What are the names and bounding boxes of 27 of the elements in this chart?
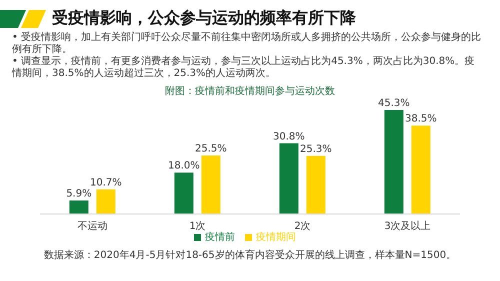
bar bbox=[306, 156, 326, 214]
chart-title: 受疫情影响，公众参与运动的频率有所下降 bbox=[52, 8, 356, 29]
x-tick-label: 3次及以上 bbox=[384, 220, 431, 232]
bar bbox=[96, 189, 116, 214]
source-note: 数据来源：2020年4月-5月针对18-65岁的体育内容受众开展的线上调查，样本量N=1500。 bbox=[42, 250, 458, 262]
text: • 调查显示，疫情前，有更多消费者参与运动，参与三次以上运动占比为45.3%，两次占比为30.8%。疫情期间，38.5%的人运动超过三次，25.3%的人运动两次。 bbox=[12, 56, 476, 80]
data-label: 10.7% bbox=[90, 177, 122, 188]
data-label: 38.5% bbox=[405, 114, 437, 125]
data-label: 30.8% bbox=[273, 131, 305, 142]
data-label: 18.0% bbox=[168, 160, 200, 172]
data-label: 25.5% bbox=[195, 143, 227, 154]
chart-subtitle: 附图：疫情前和疫情期间参与运动次数 bbox=[164, 84, 336, 98]
bar bbox=[384, 110, 404, 214]
bar bbox=[411, 126, 430, 214]
bar bbox=[174, 172, 194, 214]
bar bbox=[279, 143, 298, 214]
bar bbox=[69, 200, 88, 214]
bar bbox=[201, 155, 220, 214]
data-label: 25.3% bbox=[300, 144, 332, 155]
x-tick-label: 2次 bbox=[294, 221, 311, 232]
x-tick-label: 1次 bbox=[189, 221, 206, 232]
legend-label: 疫情前 bbox=[205, 232, 235, 243]
data-label: 5.9% bbox=[66, 188, 92, 200]
x-tick-label: 不运动 bbox=[78, 220, 108, 232]
legend-label: 疫情期间 bbox=[256, 232, 296, 243]
text: • 受疫情影响，加上有关部门呼吁公众尽量不前往集中密闭场所或人多拥挤的公共场所，公众参与健身的比例有所下降。 bbox=[12, 32, 482, 56]
data-label: 45.3% bbox=[378, 98, 410, 109]
